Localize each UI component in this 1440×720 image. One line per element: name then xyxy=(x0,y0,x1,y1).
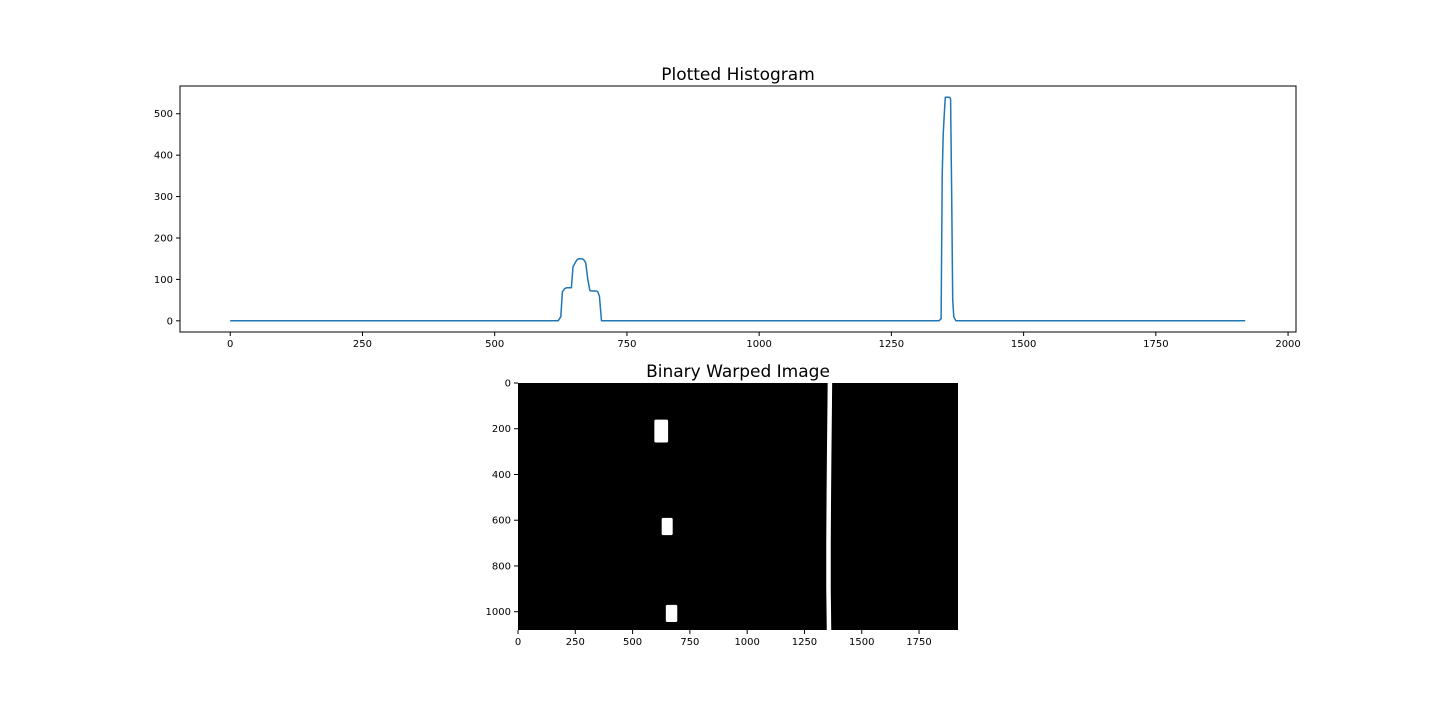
warped-image-x-tick-label: 1750 xyxy=(906,637,931,648)
histogram-x-tick-label: 1250 xyxy=(879,339,904,350)
warped-image-x-tick-label: 1250 xyxy=(792,637,817,648)
histogram-chart: Plotted Histogram 0 250 500 750 1000 1250 1500… xyxy=(154,65,1301,350)
histogram-y-tick-label: 400 xyxy=(154,151,173,162)
warped-image-background xyxy=(518,383,958,630)
warped-image-y-tick-label: 200 xyxy=(492,424,511,435)
histogram-y-tick-label: 100 xyxy=(154,275,173,286)
lane-blob xyxy=(661,517,673,536)
histogram-y-tick-label: 0 xyxy=(167,316,173,327)
histogram-y-tick-label: 200 xyxy=(154,233,173,244)
warped-image-x-tick-label: 750 xyxy=(680,637,699,648)
histogram-x-tick-label: 500 xyxy=(485,339,504,350)
warped-image-y-tick-label: 800 xyxy=(492,561,511,572)
warped-image-y-tick-label: 0 xyxy=(505,379,511,390)
histogram-x-tick-label: 1750 xyxy=(1143,339,1168,350)
warped-image-x-tick-label: 500 xyxy=(623,637,642,648)
histogram-x-tick-label: 1500 xyxy=(1011,339,1036,350)
lane-blobs xyxy=(654,419,678,622)
warped-image-y-tick-label: 1000 xyxy=(486,607,511,618)
warped-image-y-axis: 0 200 400 600 800 1000 xyxy=(486,379,518,618)
histogram-x-tick-label: 1000 xyxy=(746,339,771,350)
histogram-x-tick-label: 0 xyxy=(227,339,233,350)
warped-image-chart: Binary Warped Image 0 250 500 750 1000 1250 15… xyxy=(486,362,958,648)
warped-image-y-tick-label: 600 xyxy=(492,516,511,527)
warped-image-title: Binary Warped Image xyxy=(646,362,830,382)
warped-image-y-tick-label: 400 xyxy=(492,470,511,481)
warped-image-x-tick-label: 250 xyxy=(566,637,585,648)
warped-image-x-tick-label: 0 xyxy=(515,637,521,648)
histogram-x-tick-label: 250 xyxy=(353,339,372,350)
warped-image-x-tick-label: 1500 xyxy=(849,637,874,648)
histogram-axes-frame xyxy=(179,85,1297,333)
histogram-x-tick-label: 2000 xyxy=(1275,339,1300,350)
histogram-x-axis: 0 250 500 750 1000 1250 1500 1750 2000 xyxy=(227,332,1301,350)
warped-image-x-axis: 0 250 500 750 1000 1250 1500 1750 xyxy=(515,630,932,648)
histogram-title: Plotted Histogram xyxy=(661,65,815,85)
histogram-y-tick-label: 500 xyxy=(154,109,173,120)
histogram-series-line xyxy=(230,96,1246,322)
histogram-x-tick-label: 750 xyxy=(617,339,636,350)
right-lane-line xyxy=(826,380,833,633)
lane-blob xyxy=(654,419,669,443)
warped-image-x-tick-label: 1000 xyxy=(734,637,759,648)
lane-blob xyxy=(665,604,678,622)
histogram-y-tick-label: 300 xyxy=(154,192,173,203)
histogram-y-axis: 0 100 200 300 400 500 xyxy=(154,109,180,327)
